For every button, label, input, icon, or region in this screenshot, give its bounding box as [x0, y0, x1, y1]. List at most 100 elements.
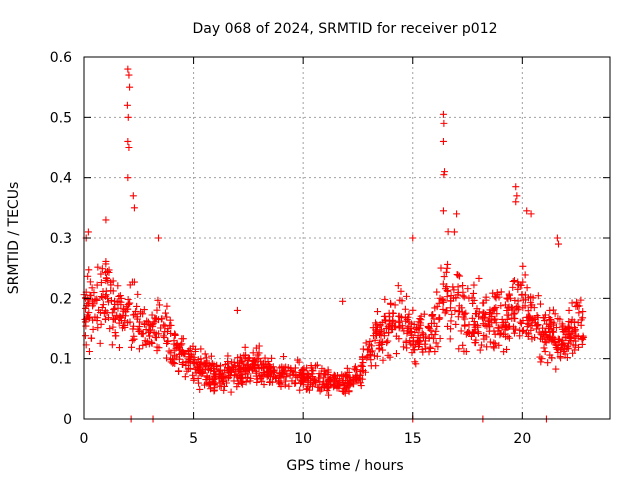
data-point [362, 339, 370, 347]
data-point [425, 324, 433, 332]
data-point [513, 302, 521, 310]
data-point [115, 344, 123, 352]
data-point [434, 343, 442, 351]
data-point [130, 278, 138, 286]
data-point [102, 257, 110, 265]
data-point [519, 296, 527, 304]
data-point [181, 373, 189, 381]
data-point [538, 355, 546, 363]
data-point [123, 101, 131, 109]
data-point [246, 377, 254, 385]
data-point [453, 271, 461, 279]
data-point [202, 354, 210, 362]
data-point [428, 319, 436, 327]
data-point [524, 313, 532, 321]
data-point [255, 355, 263, 363]
data-point [367, 356, 375, 364]
data-point [115, 319, 123, 327]
data-point [460, 347, 468, 355]
data-point [171, 331, 179, 339]
data-point [398, 324, 406, 332]
data-point [514, 285, 522, 293]
x-axis-label: GPS time / hours [286, 458, 403, 474]
data-point [541, 317, 549, 325]
data-point [446, 304, 454, 312]
data-point [157, 315, 165, 323]
data-point [419, 348, 427, 356]
data-point [523, 207, 531, 215]
data-point [460, 293, 468, 301]
data-point [376, 327, 384, 335]
data-point [459, 292, 467, 300]
x-tick-label: 10 [294, 431, 312, 447]
data-point [98, 303, 106, 311]
data-point [114, 282, 122, 290]
data-point [361, 368, 369, 376]
data-point [391, 301, 399, 309]
data-point [479, 299, 487, 307]
data-point [439, 296, 447, 304]
data-point [464, 285, 472, 293]
data-point [109, 323, 117, 331]
data-point [311, 377, 319, 385]
data-point [288, 377, 296, 385]
data-point [482, 310, 490, 318]
data-point [403, 292, 411, 300]
data-point [106, 325, 114, 333]
data-point [510, 323, 518, 331]
data-point [370, 352, 378, 360]
data-point [465, 294, 473, 302]
data-point [280, 353, 288, 361]
data-point [291, 364, 299, 372]
data-point [202, 376, 210, 384]
data-point [336, 380, 344, 388]
data-point [179, 359, 187, 367]
data-point [408, 349, 416, 357]
data-point [540, 344, 548, 352]
data-point [249, 357, 257, 365]
data-point [382, 324, 390, 332]
data-point [220, 386, 228, 394]
data-point [396, 296, 404, 304]
data-point [108, 309, 116, 317]
data-point [353, 366, 361, 374]
y-tick-label: 0.1 [50, 352, 72, 368]
data-point [115, 297, 123, 305]
data-point [437, 264, 445, 272]
data-point [417, 316, 425, 324]
data-point [163, 313, 171, 321]
data-point [221, 361, 229, 369]
data-point [486, 315, 494, 323]
data-point [453, 210, 461, 218]
data-point [102, 287, 110, 295]
data-point [426, 343, 434, 351]
data-point [130, 322, 138, 330]
data-point [521, 271, 529, 279]
data-point [97, 270, 105, 278]
data-point [447, 325, 455, 333]
data-point [224, 352, 232, 360]
data-point [527, 293, 535, 301]
data-point [139, 341, 147, 349]
data-point [343, 364, 351, 372]
data-point [161, 328, 169, 336]
data-point [443, 293, 451, 301]
data-point [290, 368, 298, 376]
data-point [163, 302, 171, 310]
data-point [517, 319, 525, 327]
data-point [397, 287, 405, 295]
data-point [483, 343, 491, 351]
data-point [461, 322, 469, 330]
data-point [429, 311, 437, 319]
data-point [563, 344, 571, 352]
y-tick-label: 0.2 [50, 291, 72, 307]
data-point [432, 339, 440, 347]
data-point [265, 368, 273, 376]
data-point [127, 343, 135, 351]
data-point [500, 348, 508, 356]
data-point [472, 310, 480, 318]
data-point [544, 359, 552, 367]
data-point [130, 332, 138, 340]
data-point [261, 354, 269, 362]
